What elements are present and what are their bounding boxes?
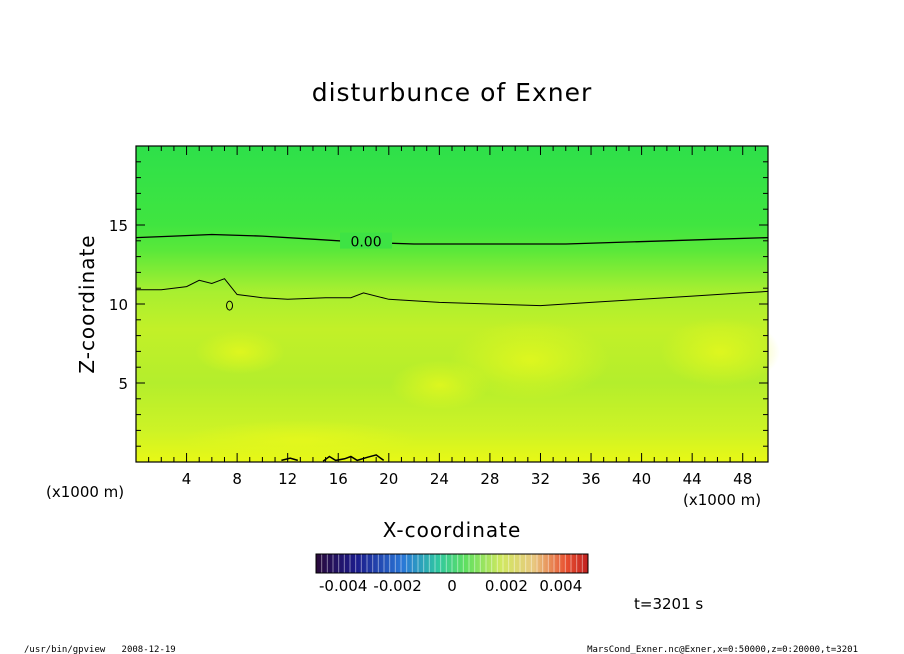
x-tick-label: 24 bbox=[430, 470, 449, 488]
contour-label-bg bbox=[340, 232, 393, 249]
minor-ticks bbox=[135, 145, 769, 463]
footer-right: MarsCond_Exner.nc@Exner,x=0:50000,z=0:20… bbox=[587, 645, 858, 654]
colorbar-tick-label: 0.002 bbox=[485, 577, 528, 595]
x-unit-right: (x1000 m) bbox=[683, 491, 761, 509]
plot-area: 0.00 bbox=[135, 145, 780, 463]
colorbar-tick-label: -0.002 bbox=[373, 577, 421, 595]
contour-small-loop bbox=[226, 300, 234, 311]
colorbar: -0.004 -0.002 0 0.002 0.004 bbox=[315, 553, 589, 595]
x-axis-label: X-coordinate bbox=[383, 518, 522, 542]
heatmap-blob bbox=[180, 420, 420, 460]
x-tick-label: 12 bbox=[278, 470, 297, 488]
x-tick-label: 48 bbox=[733, 470, 752, 488]
contour-labels: 0.00 bbox=[340, 232, 393, 251]
colorbar-frame bbox=[315, 553, 589, 574]
chart-title: disturbunce of Exner bbox=[312, 78, 593, 107]
contour-label: 0.00 bbox=[350, 235, 381, 251]
colorbar-tick-labels: -0.004 -0.002 0 0.002 0.004 bbox=[319, 577, 582, 595]
contour-line bbox=[136, 278, 769, 307]
contour-line-bottom bbox=[281, 457, 299, 462]
heatmap-blob bbox=[450, 320, 610, 400]
x-tick-label: 16 bbox=[329, 470, 348, 488]
y-axis-label: Z-coordinate bbox=[75, 234, 99, 373]
contour-lines bbox=[135, 233, 769, 462]
heatmap-field bbox=[136, 146, 768, 462]
x-tick-label: 20 bbox=[379, 470, 398, 488]
contour-line-bottom bbox=[322, 454, 385, 462]
x-unit-left: (x1000 m) bbox=[46, 483, 124, 501]
x-tick-label: 28 bbox=[480, 470, 499, 488]
x-tick-label: 32 bbox=[531, 470, 550, 488]
colorbar-tick-label: -0.004 bbox=[319, 577, 367, 595]
y-tick-label: 10 bbox=[109, 296, 128, 314]
colorbar-tick-label: 0 bbox=[447, 577, 457, 595]
colorbar-tick-label: 0.004 bbox=[539, 577, 582, 595]
y-tick-label: 5 bbox=[118, 375, 128, 393]
x-tick-labels: 4 8 12 16 20 24 28 32 36 40 44 48 bbox=[182, 470, 752, 488]
colorbar-stripes bbox=[321, 554, 583, 573]
heatmap-blob bbox=[195, 330, 285, 374]
heatmap-blob bbox=[660, 317, 780, 387]
contour-line bbox=[135, 233, 769, 245]
x-tick-label: 8 bbox=[232, 470, 242, 488]
x-tick-label: 4 bbox=[182, 470, 192, 488]
y-tick-labels: 5 10 15 bbox=[109, 217, 128, 393]
footer-left: /usr/bin/gpview 2008-12-19 bbox=[24, 645, 176, 654]
x-tick-label: 36 bbox=[581, 470, 600, 488]
time-label: t=3201 s bbox=[634, 595, 703, 613]
x-tick-label: 40 bbox=[632, 470, 651, 488]
y-tick-label: 15 bbox=[109, 217, 128, 235]
heatmap-blob bbox=[390, 360, 490, 410]
x-tick-label: 44 bbox=[683, 470, 702, 488]
colorbar-gradient bbox=[316, 554, 588, 573]
